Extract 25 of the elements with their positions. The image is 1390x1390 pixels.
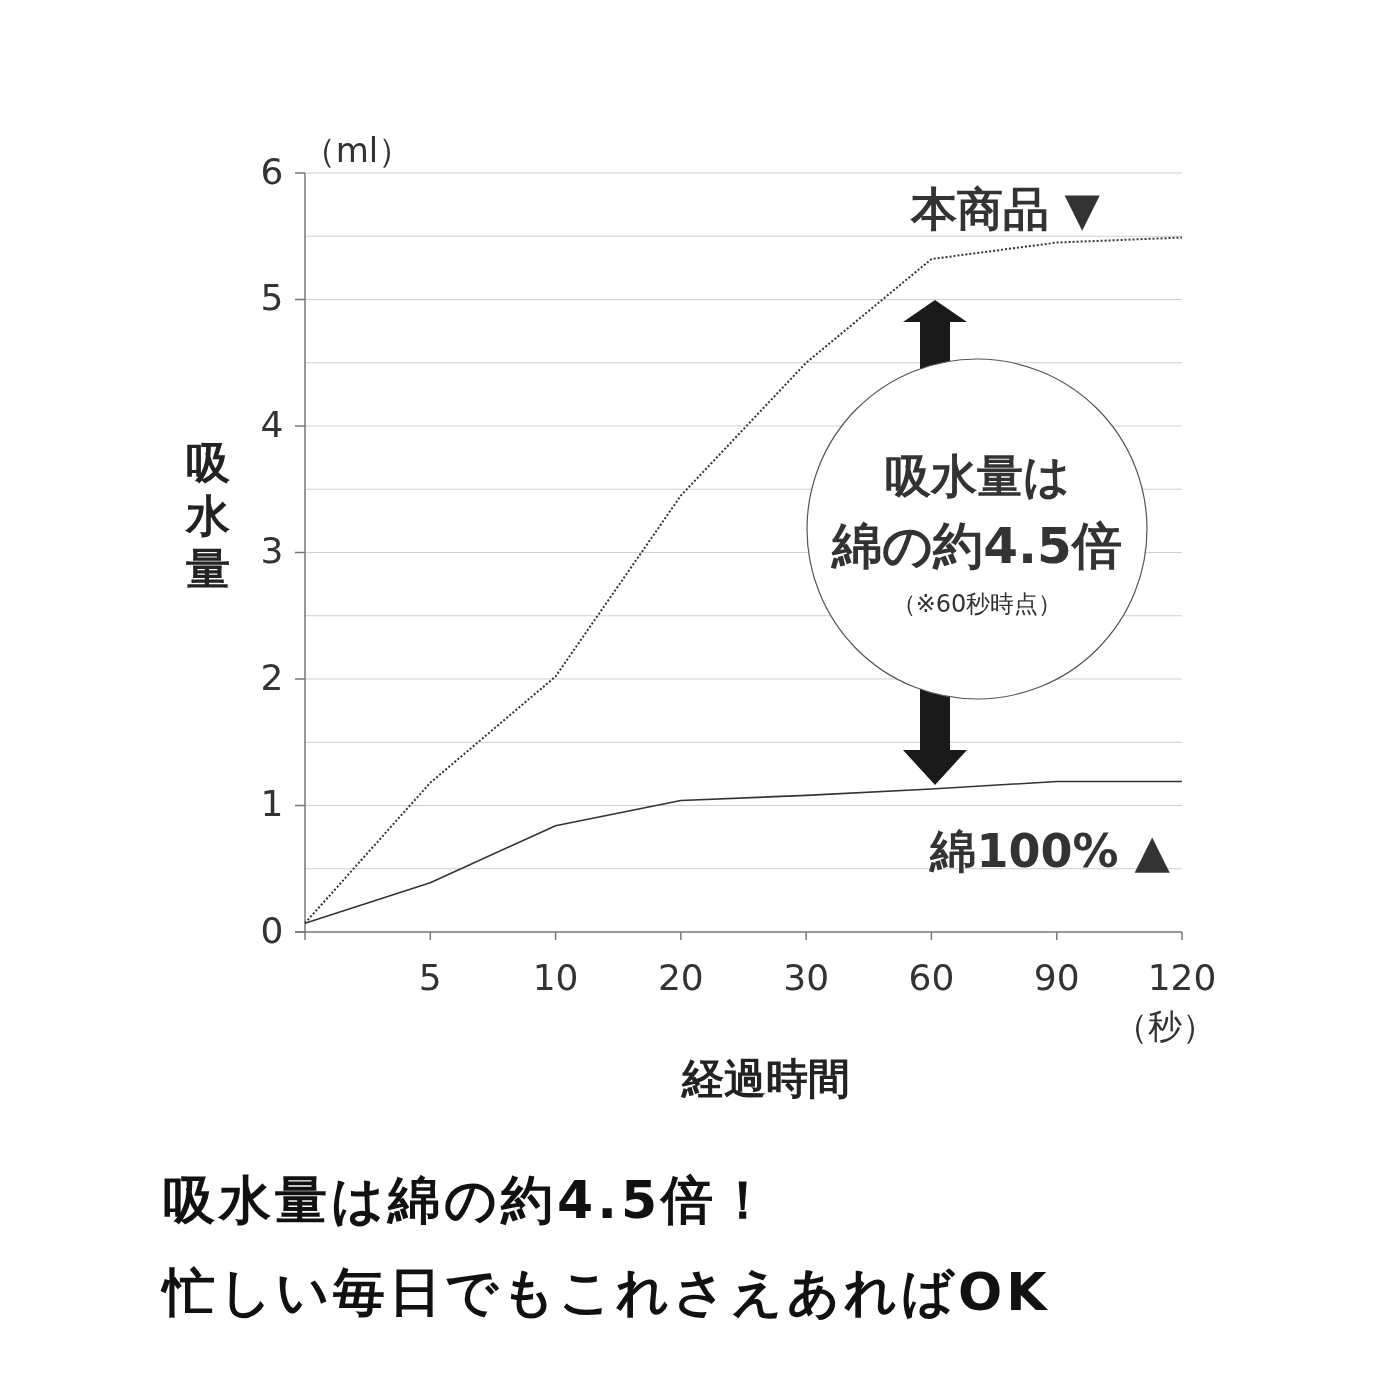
y-tick-label: 1 xyxy=(260,783,284,824)
text: 忙しい毎日でもこれさえあればOK xyxy=(160,1262,1051,1322)
x-tick-label: 10 xyxy=(532,957,579,998)
annotation: （※60秒時点） xyxy=(891,590,1063,618)
annotation: 綿の約4.5倍 xyxy=(830,517,1122,575)
x-tick-label: 90 xyxy=(1033,957,1080,998)
text: （秒） xyxy=(1114,1006,1216,1046)
series-label: 綿100% ▲ xyxy=(928,823,1171,878)
x-tick-label: 30 xyxy=(783,957,830,998)
x-tick-label: 60 xyxy=(908,957,955,998)
y-tick-label: 4 xyxy=(260,403,284,445)
y-tick-label: 0 xyxy=(260,909,284,951)
x-axis-title: 経過時間 xyxy=(680,1054,850,1103)
series-label: 本商品 ▼ xyxy=(909,181,1101,236)
y-tick-label: 5 xyxy=(260,277,284,318)
text: （ml） xyxy=(301,130,413,170)
y-tick-label: 6 xyxy=(260,150,284,192)
y-tick-label: 3 xyxy=(260,530,284,571)
annotation: 吸水量は xyxy=(884,449,1070,503)
y-axis-title: 吸水量 xyxy=(184,437,231,594)
x-tick-label: 20 xyxy=(657,957,704,998)
x-tick-label: 5 xyxy=(418,957,442,998)
x-tick-label: 120 xyxy=(1147,957,1217,998)
text: 吸水量は綿の約4.5倍！ xyxy=(163,1170,774,1230)
y-tick-label: 2 xyxy=(260,656,284,698)
